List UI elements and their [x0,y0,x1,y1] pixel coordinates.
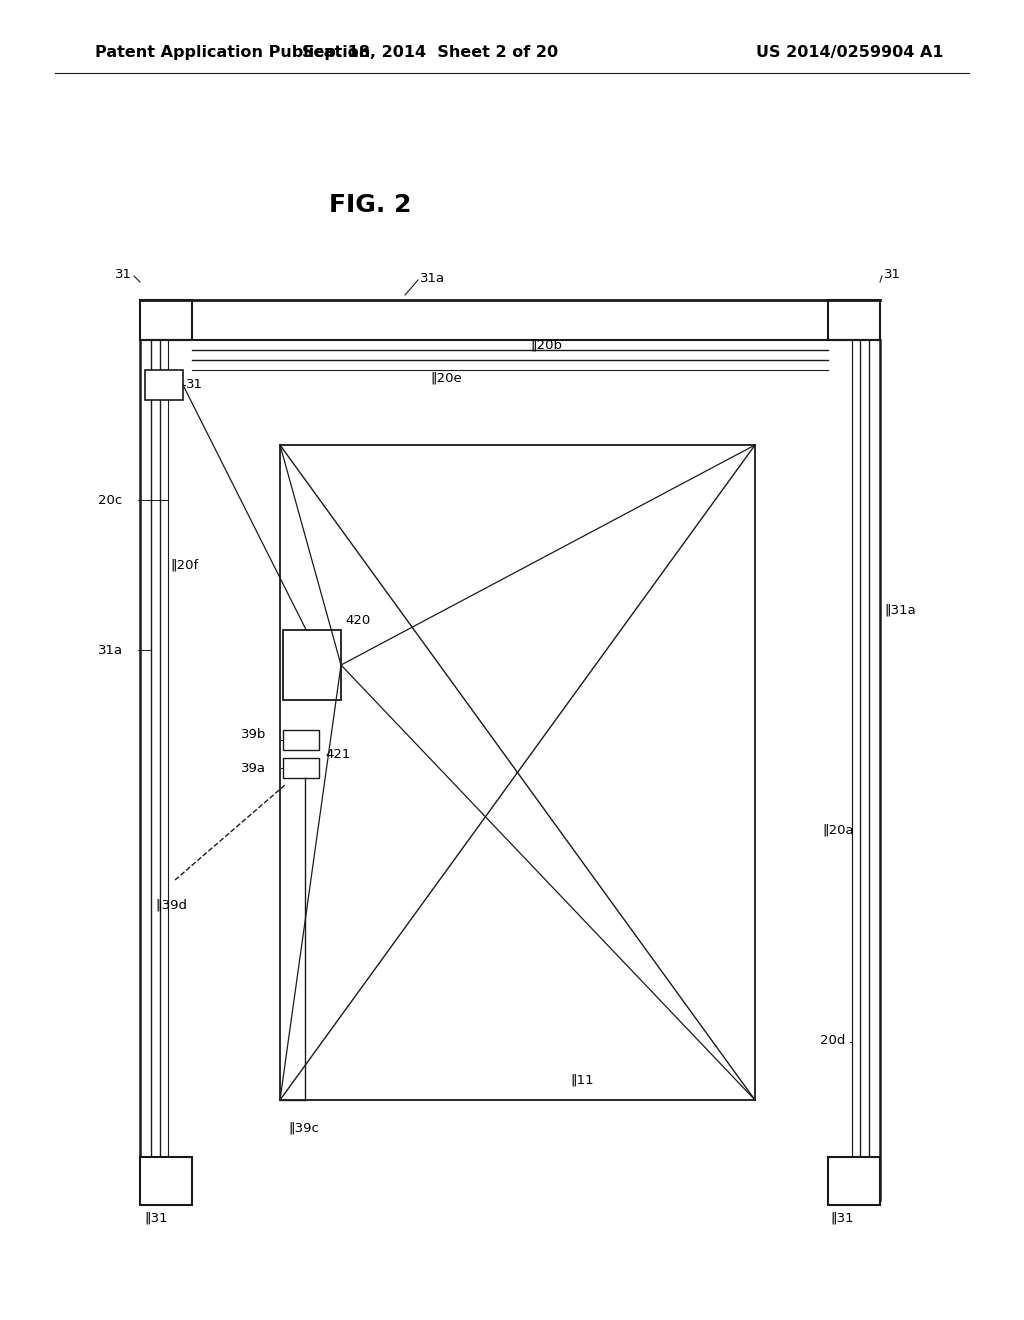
Bar [283,758,319,777]
Text: 31a: 31a [420,272,445,285]
Text: 31: 31 [186,379,203,392]
Text: ‖20f: ‖20f [170,558,199,572]
Text: 39b: 39b [241,729,266,742]
Text: Sep. 18, 2014  Sheet 2 of 20: Sep. 18, 2014 Sheet 2 of 20 [302,45,558,59]
Text: ‖11: ‖11 [570,1073,594,1086]
Bar [140,1158,193,1205]
Text: 31: 31 [884,268,901,281]
Text: 421: 421 [325,748,350,762]
Text: ‖20a: ‖20a [822,824,854,837]
Text: US 2014/0259904 A1: US 2014/0259904 A1 [757,45,944,59]
Text: 39a: 39a [241,762,266,775]
Text: ‖20e: ‖20e [430,371,462,384]
Text: ‖31: ‖31 [144,1212,168,1225]
Text: ‖31: ‖31 [830,1212,854,1225]
Text: 31a: 31a [98,644,123,656]
Bar [140,300,193,341]
Bar [828,1158,880,1205]
Text: 20d: 20d [820,1034,846,1047]
Bar [145,370,183,400]
Text: 31: 31 [115,268,132,281]
Text: ‖31a: ‖31a [884,603,915,616]
Bar [280,445,755,1100]
Text: FIG. 2: FIG. 2 [329,193,412,216]
Bar [828,300,880,341]
Bar [283,630,341,700]
Text: Patent Application Publication: Patent Application Publication [95,45,371,59]
Text: 420: 420 [345,614,371,627]
Text: ‖39d: ‖39d [155,899,187,912]
Text: ‖39c: ‖39c [288,1122,318,1134]
Text: ‖20b: ‖20b [530,338,562,351]
Text: 20c: 20c [98,494,122,507]
Bar [283,730,319,750]
